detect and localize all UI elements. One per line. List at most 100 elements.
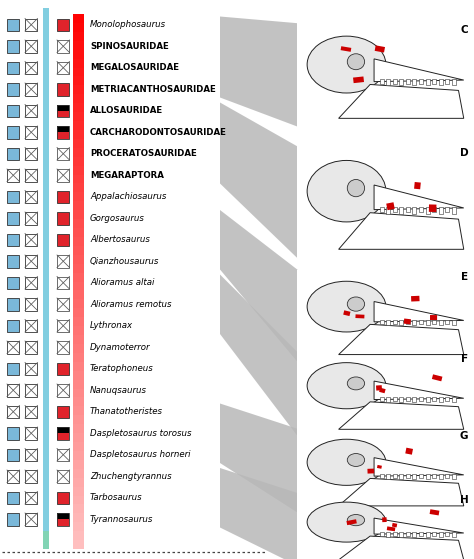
Text: Zhuchengtyrannus: Zhuchengtyrannus	[90, 472, 172, 481]
Polygon shape	[374, 301, 464, 322]
Bar	[57, 126, 70, 139]
Text: Thanatotheristes: Thanatotheristes	[90, 408, 163, 416]
Bar	[25, 105, 37, 117]
Bar	[73, 522, 84, 531]
Bar	[25, 470, 37, 482]
Bar	[406, 79, 410, 84]
Bar	[399, 320, 403, 325]
Bar	[380, 397, 383, 401]
Bar	[43, 531, 49, 549]
Bar	[25, 277, 37, 289]
Bar	[419, 397, 423, 401]
Bar	[411, 296, 419, 301]
Polygon shape	[220, 17, 298, 126]
Bar	[73, 236, 84, 246]
Bar	[73, 40, 84, 50]
Bar	[73, 103, 84, 112]
Bar	[57, 362, 70, 375]
Text: Alioramus remotus: Alioramus remotus	[90, 300, 172, 309]
Bar	[57, 105, 70, 117]
Bar	[419, 532, 423, 536]
Bar	[57, 148, 70, 160]
Bar	[73, 219, 84, 228]
Text: Dynamoterror: Dynamoterror	[90, 343, 151, 352]
Text: CARCHARODONTOSAURIDAE: CARCHARODONTOSAURIDAE	[90, 128, 227, 137]
Bar	[25, 362, 37, 375]
Bar	[57, 169, 70, 182]
Bar	[452, 532, 456, 537]
Ellipse shape	[347, 54, 365, 70]
Bar	[432, 375, 442, 381]
Bar	[73, 539, 84, 549]
Bar	[429, 509, 439, 515]
Bar	[25, 341, 37, 353]
Bar	[57, 341, 70, 353]
Bar	[341, 46, 351, 52]
Bar	[73, 165, 84, 174]
Bar	[7, 126, 19, 139]
Bar	[405, 448, 413, 454]
Bar	[57, 519, 70, 525]
Text: Teratophoneus: Teratophoneus	[90, 364, 154, 373]
Polygon shape	[338, 479, 464, 506]
Bar	[430, 315, 437, 320]
Bar	[25, 169, 37, 182]
Bar	[25, 18, 37, 31]
Bar	[343, 310, 350, 316]
Bar	[452, 397, 456, 402]
Bar	[399, 79, 403, 85]
Bar	[25, 320, 37, 332]
Bar	[57, 212, 70, 225]
Bar	[7, 212, 19, 225]
Bar	[73, 263, 84, 273]
Bar	[399, 207, 403, 214]
Bar	[73, 245, 84, 255]
Bar	[382, 517, 387, 522]
Bar	[73, 31, 84, 41]
Bar	[57, 513, 70, 519]
Text: Tarbosaurus: Tarbosaurus	[90, 493, 143, 502]
Bar	[73, 138, 84, 148]
Bar	[419, 320, 423, 324]
Bar	[393, 397, 397, 401]
Bar	[7, 405, 19, 418]
Text: Albertosaurus: Albertosaurus	[90, 235, 150, 244]
Bar	[57, 18, 70, 31]
Bar	[439, 79, 443, 85]
Bar	[73, 228, 84, 237]
Bar	[439, 532, 443, 537]
Bar	[412, 474, 416, 479]
Bar	[393, 207, 397, 212]
Bar	[73, 370, 84, 380]
Bar	[446, 397, 449, 401]
Bar	[426, 207, 429, 214]
Text: PROCERATOSAURIDAE: PROCERATOSAURIDAE	[90, 149, 197, 158]
Bar	[426, 320, 429, 325]
Polygon shape	[220, 102, 298, 258]
Bar	[399, 474, 403, 479]
Bar	[452, 207, 456, 214]
Bar	[73, 147, 84, 157]
Bar	[377, 465, 382, 469]
Text: Gorgosaurus: Gorgosaurus	[90, 214, 145, 222]
Bar	[7, 277, 19, 289]
Ellipse shape	[307, 502, 386, 542]
Bar	[73, 495, 84, 504]
Ellipse shape	[347, 514, 365, 525]
Bar	[380, 474, 383, 478]
Bar	[386, 79, 390, 85]
Bar	[412, 79, 416, 85]
Bar	[298, 352, 473, 436]
Bar	[386, 202, 395, 210]
Bar	[73, 397, 84, 406]
Bar	[439, 397, 443, 402]
Bar	[380, 532, 383, 536]
Bar	[57, 40, 70, 53]
Bar	[386, 397, 390, 402]
Bar	[392, 523, 397, 527]
Bar	[25, 405, 37, 418]
Polygon shape	[338, 536, 464, 559]
Bar	[387, 527, 395, 531]
Text: Qianzhousaurus: Qianzhousaurus	[90, 257, 159, 266]
Bar	[380, 207, 383, 212]
